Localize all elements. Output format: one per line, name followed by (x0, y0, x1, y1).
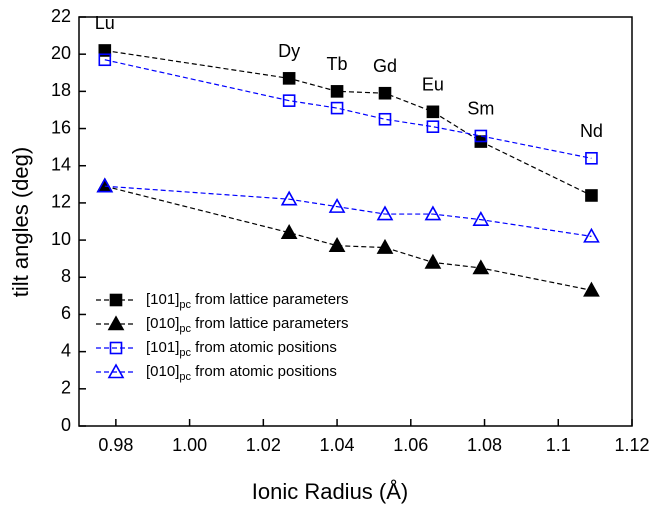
marker (330, 85, 344, 98)
point-label: Nd (580, 121, 603, 141)
y-tick-label: 6 (61, 303, 71, 323)
x-tick-label: 0.98 (98, 435, 133, 455)
series-line (104, 49, 592, 197)
point-label: Gd (373, 56, 397, 76)
marker (472, 259, 490, 275)
marker (583, 227, 600, 243)
x-axis-title: Ionic Radius (Å) (252, 479, 409, 504)
x-tick-label: 1.00 (172, 435, 207, 455)
y-tick-label: 4 (61, 340, 71, 360)
x-tick-label: 1.06 (393, 435, 428, 455)
marker (585, 151, 598, 165)
marker (426, 120, 440, 133)
marker (280, 224, 298, 239)
series-line (104, 59, 592, 159)
point-label: Dy (278, 41, 300, 61)
marker (474, 129, 488, 143)
series (98, 44, 598, 202)
x-tick-label: 1.08 (467, 435, 502, 455)
plot-frame (78, 16, 633, 427)
y-tick-label: 2 (61, 378, 71, 398)
legend-label: [101]pc from atomic positions (146, 339, 337, 359)
marker (378, 86, 392, 100)
series (96, 177, 600, 297)
series-line (104, 185, 592, 291)
marker (426, 105, 440, 119)
y-tick-label: 0 (61, 415, 71, 435)
series (96, 177, 600, 243)
marker (328, 197, 346, 213)
series (98, 53, 598, 165)
marker (98, 44, 112, 57)
legend-marker (109, 293, 123, 307)
x-tick-label: 1.04 (320, 435, 355, 455)
marker (280, 190, 298, 206)
marker (328, 237, 346, 252)
x-tick-label: 1.12 (614, 435, 649, 455)
marker (472, 211, 490, 226)
marker (378, 112, 392, 126)
marker (98, 53, 112, 67)
legend-marker (107, 315, 125, 331)
legend-label: [010]pc from atomic positions (146, 363, 337, 383)
y-tick-label: 18 (51, 80, 71, 100)
y-tick-label: 16 (51, 117, 71, 137)
marker (424, 205, 442, 221)
x-tick-label: 1.1 (546, 435, 571, 455)
legend-marker (107, 363, 125, 379)
point-label: Eu (422, 75, 444, 95)
legend-marker (109, 341, 123, 355)
y-tick-label: 20 (51, 43, 71, 63)
legend-label: [101]pc from lattice parameters (146, 291, 349, 311)
marker (583, 281, 600, 297)
point-label: Sm (467, 99, 494, 119)
marker (330, 101, 344, 115)
y-tick-label: 22 (51, 6, 71, 26)
point-label: Tb (327, 54, 348, 74)
marker (424, 253, 442, 269)
marker (376, 238, 394, 254)
marker (96, 177, 114, 193)
marker (585, 189, 598, 202)
marker (96, 177, 114, 193)
y-axis-title: tilt angles (deg) (8, 147, 33, 297)
legend-label: [010]pc from lattice parameters (146, 315, 349, 335)
series-line (104, 185, 592, 237)
point-label: Lu (95, 13, 115, 33)
x-tick-label: 1.02 (246, 435, 281, 455)
y-tick-label: 14 (51, 154, 71, 174)
marker (282, 72, 296, 85)
y-tick-label: 8 (61, 266, 71, 286)
marker (282, 94, 296, 107)
y-tick-label: 10 (51, 229, 71, 249)
marker (376, 205, 394, 221)
y-tick-label: 12 (51, 192, 71, 212)
